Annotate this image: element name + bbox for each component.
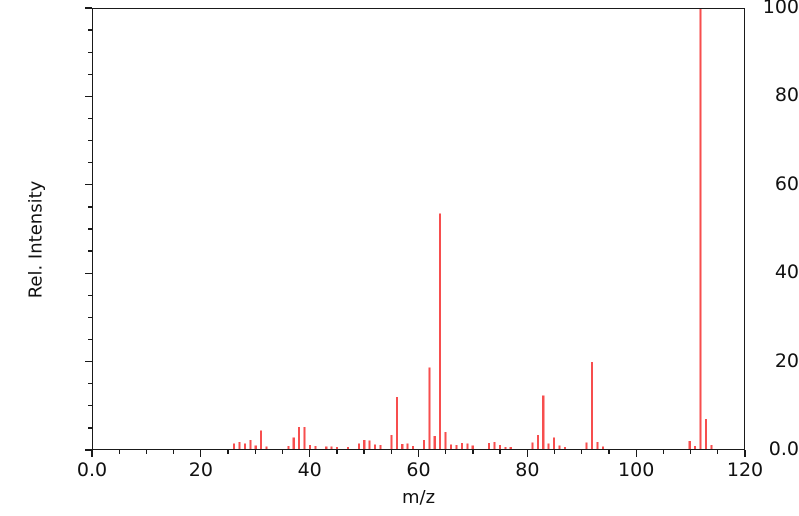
y-tick-minor — [88, 29, 92, 31]
x-tick-label: 60 — [406, 459, 431, 481]
y-tick-major — [85, 95, 92, 98]
y-tick-major — [85, 360, 92, 363]
y-tick-major — [85, 7, 92, 9]
x-tick-minor — [553, 450, 556, 454]
x-tick-minor — [281, 450, 284, 454]
y-tick-minor — [88, 228, 92, 230]
x-tick-label: 120 — [726, 459, 764, 481]
x-tick-minor — [472, 450, 474, 454]
x-tick-minor — [363, 450, 365, 454]
y-tick-label: 100 — [762, 0, 799, 18]
x-tick-major — [200, 450, 202, 457]
x-tick-minor — [336, 450, 338, 454]
y-tick-minor — [88, 162, 92, 164]
x-tick-minor — [689, 450, 692, 454]
spectrum-peaks — [233, 9, 713, 449]
x-tick-major — [526, 450, 528, 457]
y-tick-label: 20 — [774, 349, 799, 372]
x-tick-minor — [254, 450, 256, 454]
x-tick-minor — [581, 450, 583, 454]
y-tick-label: 40 — [774, 261, 799, 284]
x-tick-major — [635, 450, 637, 457]
y-tick-minor — [88, 139, 92, 142]
x-tick-minor — [390, 450, 392, 454]
y-tick-label: 60 — [774, 172, 799, 195]
x-tick-minor — [662, 450, 665, 454]
x-tick-minor — [118, 450, 120, 454]
y-tick-major — [85, 184, 92, 186]
y-tick-minor — [88, 51, 92, 53]
x-tick-label: 100 — [618, 459, 655, 481]
y-tick-major — [85, 449, 92, 451]
x-tick-label: 40 — [297, 459, 322, 481]
x-tick-label: 0.0 — [76, 459, 108, 481]
x-tick-label: 80 — [515, 459, 540, 481]
y-tick-minor — [88, 405, 92, 407]
y-tick-minor — [88, 338, 92, 341]
x-tick-major — [417, 450, 420, 457]
x-tick-minor — [227, 450, 229, 454]
y-tick-minor — [88, 427, 92, 429]
x-axis-title: m/z — [401, 487, 436, 508]
y-tick-major — [85, 272, 92, 274]
y-tick-minor — [88, 117, 92, 120]
plot-area — [92, 8, 745, 450]
x-tick-major — [309, 450, 311, 457]
y-tick-minor — [88, 73, 92, 75]
y-tick-minor — [88, 316, 92, 319]
y-tick-label: 80 — [774, 84, 799, 107]
x-tick-label: 20 — [188, 459, 213, 481]
y-tick-minor — [88, 206, 92, 208]
y-tick-minor — [88, 294, 92, 296]
x-tick-major — [744, 450, 746, 457]
y-tick-label: 0.0 — [768, 438, 799, 460]
x-tick-minor — [145, 450, 148, 454]
x-tick-minor — [717, 450, 719, 454]
x-tick-minor — [445, 450, 447, 454]
y-axis-title: Rel. Intensity — [25, 180, 47, 299]
x-tick-minor — [172, 450, 175, 454]
y-tick-minor — [88, 383, 92, 385]
x-tick-minor — [499, 450, 501, 454]
x-tick-minor — [608, 450, 610, 454]
x-tick-major — [91, 450, 93, 457]
y-tick-minor — [88, 250, 92, 252]
